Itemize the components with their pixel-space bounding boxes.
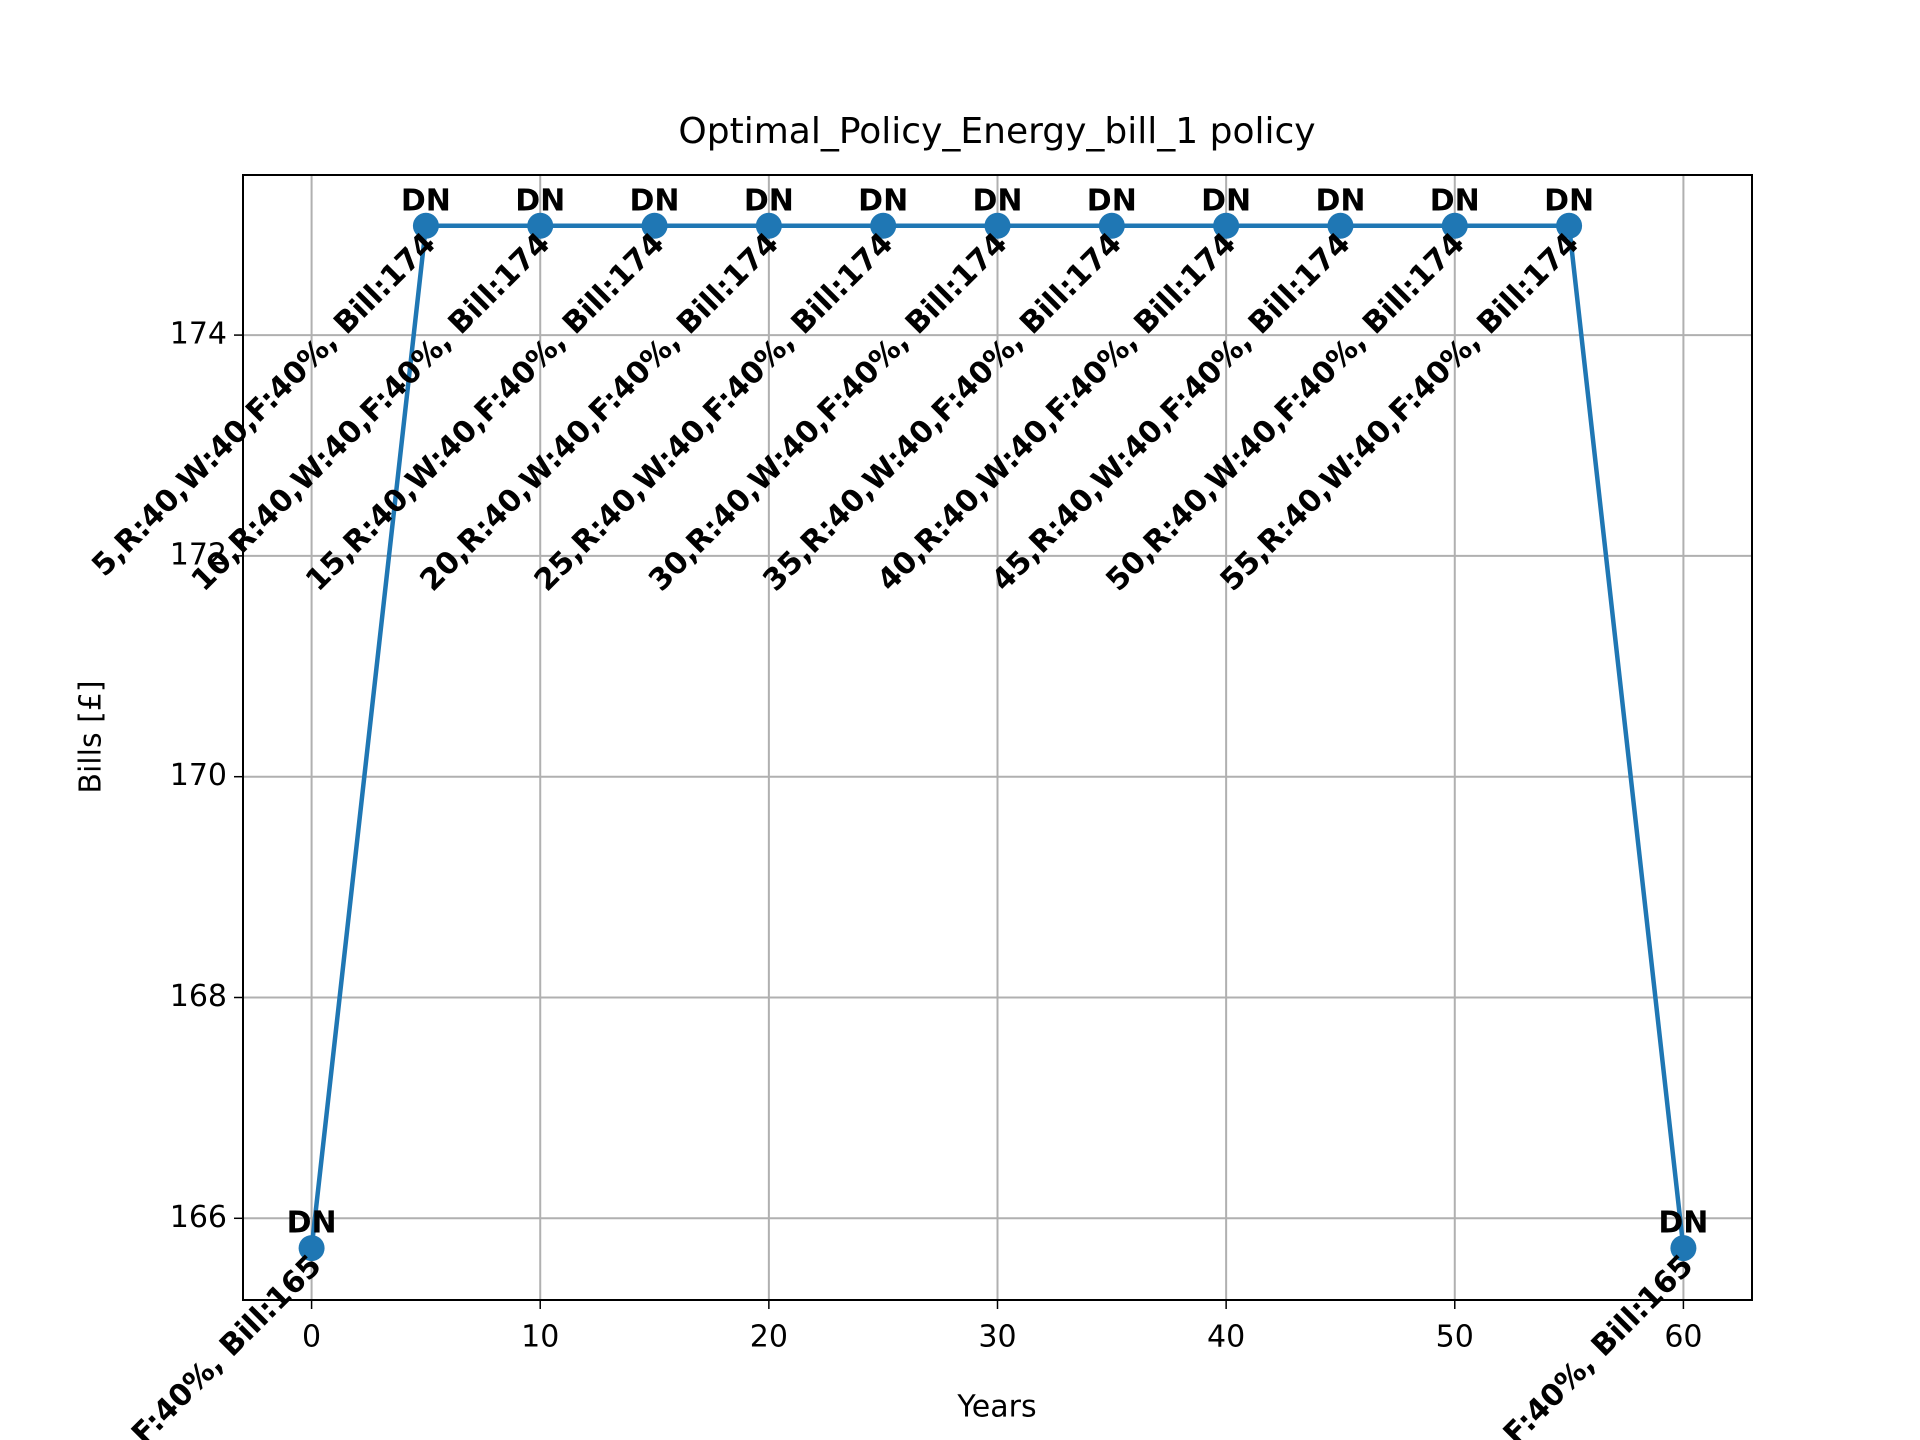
x-tick-label: 0 — [302, 1320, 321, 1355]
x-tick-label: 30 — [978, 1320, 1016, 1355]
x-tick-label: 50 — [1436, 1320, 1474, 1355]
x-tick-label: 40 — [1207, 1320, 1245, 1355]
y-tick-label: 172 — [170, 537, 227, 572]
data-point — [984, 212, 1011, 239]
data-point — [641, 212, 668, 239]
data-point — [1098, 212, 1125, 239]
y-tick-label: 166 — [170, 1200, 227, 1235]
data-point — [412, 212, 439, 239]
point-label: DN — [1315, 183, 1365, 218]
point-label: DN — [1201, 183, 1251, 218]
x-tick-label: 60 — [1664, 1320, 1702, 1355]
point-label: DN — [744, 183, 794, 218]
data-point — [1441, 212, 1468, 239]
data-point — [527, 212, 554, 239]
point-label: DN — [1544, 183, 1594, 218]
x-tick-label: 20 — [750, 1320, 788, 1355]
point-label: DN — [515, 183, 565, 218]
y-tick-label: 170 — [170, 758, 227, 793]
data-point — [1556, 212, 1583, 239]
point-label: DN — [1658, 1206, 1708, 1241]
chart-title: Optimal_Policy_Energy_bill_1 policy — [678, 111, 1315, 152]
data-point — [755, 212, 782, 239]
data-point — [1670, 1235, 1697, 1262]
point-label: DN — [858, 183, 908, 218]
y-tick-label: 168 — [170, 979, 227, 1014]
point-label: DN — [287, 1206, 337, 1241]
data-point — [298, 1235, 325, 1262]
data-point — [1213, 212, 1240, 239]
point-label: DN — [972, 183, 1022, 218]
data-point — [1327, 212, 1354, 239]
data-point — [870, 212, 897, 239]
x-axis-label: Years — [956, 1390, 1036, 1425]
plot-frame — [242, 174, 1753, 1301]
y-tick-label: 174 — [170, 317, 227, 352]
point-label: DN — [630, 183, 680, 218]
point-label: DN — [401, 183, 451, 218]
y-axis-label: Bills [£] — [74, 680, 109, 793]
x-tick-label: 10 — [521, 1320, 559, 1355]
point-label: DN — [1087, 183, 1137, 218]
point-label: DN — [1430, 183, 1480, 218]
